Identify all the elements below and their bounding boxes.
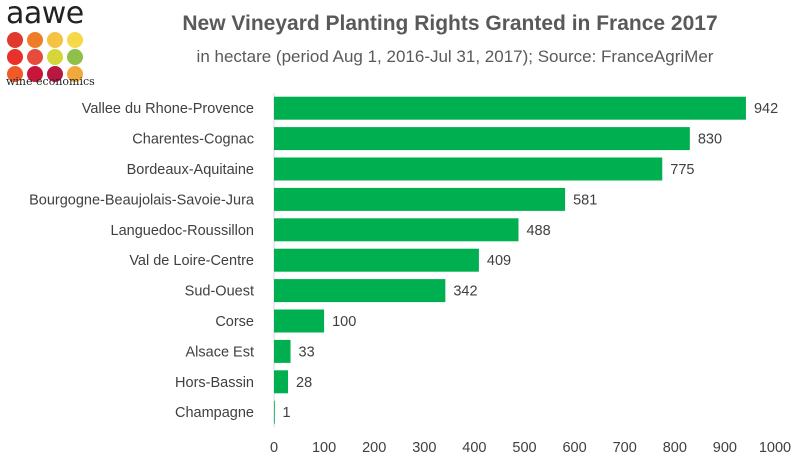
category-label: Vallee du Rhone-Provence: [82, 101, 254, 117]
bar: [274, 400, 275, 424]
data-label: 830: [698, 132, 722, 148]
category-label: Bourgogne-Beaujolais-Savoie-Jura: [29, 192, 255, 208]
aawe-logo: aawe wine economics: [4, 0, 104, 88]
bar: [274, 309, 325, 333]
x-tick-label: 300: [412, 440, 436, 456]
logo-dot: [47, 32, 63, 48]
data-label: 33: [299, 344, 315, 360]
category-label: Sud-Ouest: [185, 284, 254, 300]
x-tick-label: 0: [270, 440, 278, 456]
logo-dot: [27, 49, 43, 65]
logo-dot: [27, 32, 43, 48]
x-tick-label: 100: [312, 440, 336, 456]
x-tick-label: 600: [562, 440, 586, 456]
category-label: Corse: [215, 314, 254, 330]
data-label: 1: [283, 405, 291, 421]
x-tick-label: 200: [362, 440, 386, 456]
logo-dot: [67, 49, 83, 65]
bar: [274, 157, 663, 181]
category-label: Hors-Bassin: [175, 375, 254, 391]
logo-dot: [7, 49, 23, 65]
logo-dot: [67, 32, 83, 48]
logo-dot: [7, 66, 23, 82]
bar: [274, 96, 746, 120]
logo-dot: [47, 49, 63, 65]
data-label: 409: [487, 253, 511, 269]
bar: [274, 370, 289, 394]
data-label: 942: [754, 101, 778, 117]
chart-title: New Vineyard Planting Rights Granted in …: [182, 12, 718, 35]
logo-wordmark: aawe: [6, 0, 84, 31]
bar: [274, 187, 566, 211]
data-label: 775: [670, 162, 694, 178]
category-label: Champagne: [175, 405, 254, 421]
logo-tagline: wine economics: [6, 75, 95, 88]
x-tick-label: 700: [613, 440, 637, 456]
chart-subtitle: in hectare (period Aug 1, 2016-Jul 31, 2…: [196, 47, 714, 66]
data-label: 488: [526, 223, 550, 239]
data-label: 342: [453, 284, 477, 300]
x-tick-label: 500: [512, 440, 536, 456]
x-tick-label: 900: [713, 440, 737, 456]
x-tick-label: 1000: [759, 440, 791, 456]
data-label: 28: [296, 375, 312, 391]
bar: [274, 127, 690, 151]
logo-dot: [67, 66, 83, 82]
bar: [274, 339, 291, 363]
bar: [274, 218, 519, 242]
logo-dot: [47, 66, 63, 82]
category-label: Alsace Est: [186, 344, 255, 360]
data-label: 581: [573, 192, 597, 208]
category-label: Val de Loire-Centre: [129, 253, 254, 269]
category-label: Bordeaux-Aquitaine: [127, 162, 254, 178]
x-tick-label: 800: [663, 440, 687, 456]
bar: [274, 279, 446, 303]
data-label: 100: [332, 314, 356, 330]
category-label: Charentes-Cognac: [132, 132, 254, 148]
logo-dot: [27, 66, 43, 82]
x-tick-label: 400: [462, 440, 486, 456]
bar: [274, 248, 479, 272]
category-label: Languedoc-Roussillon: [111, 223, 255, 239]
logo-dot: [7, 32, 23, 48]
